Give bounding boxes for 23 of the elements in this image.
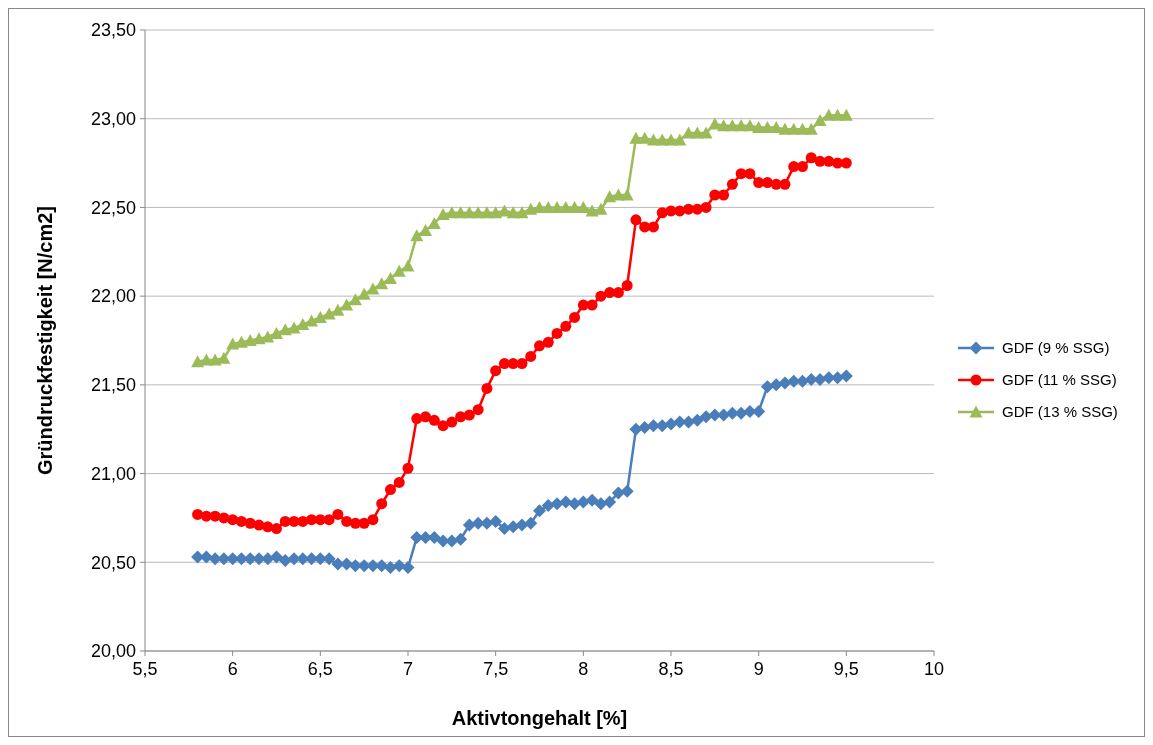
legend-label: GDF (13 % SSG)	[1002, 403, 1118, 421]
y-tick-label: 22,00	[90, 286, 136, 307]
x-tick-label: 9,5	[833, 659, 859, 679]
x-tick-label: 9	[753, 659, 764, 679]
x-axis-title: Aktivtongehalt [%]	[451, 707, 628, 729]
y-tick-label: 21,50	[90, 375, 136, 396]
y-tick-label: 23,00	[90, 109, 136, 130]
y-axis-title: Gründruckfestigkeit [N/cm2]	[34, 206, 56, 475]
y-tick-label: 20,00	[90, 641, 136, 662]
x-tick-label: 5,5	[132, 659, 158, 679]
y-tick-label: 20,50	[90, 552, 136, 573]
x-tick-label: 6	[227, 659, 238, 679]
y-tick-label: 22,50	[90, 197, 136, 218]
legend-label: GDF (9 % SSG)	[1002, 339, 1110, 357]
legend-label: GDF (11 % SSG)	[1002, 371, 1117, 389]
x-tick-label: 6,5	[307, 659, 333, 679]
x-tick-label: 8	[578, 659, 589, 679]
x-tick-label: 10	[923, 659, 945, 679]
x-tick-label: 8,5	[658, 659, 684, 679]
y-tick-label: 23,50	[90, 20, 136, 41]
x-tick-label: 7	[402, 659, 414, 679]
x-tick-label: 7,5	[483, 659, 509, 679]
y-tick-label: 21,00	[90, 463, 136, 484]
